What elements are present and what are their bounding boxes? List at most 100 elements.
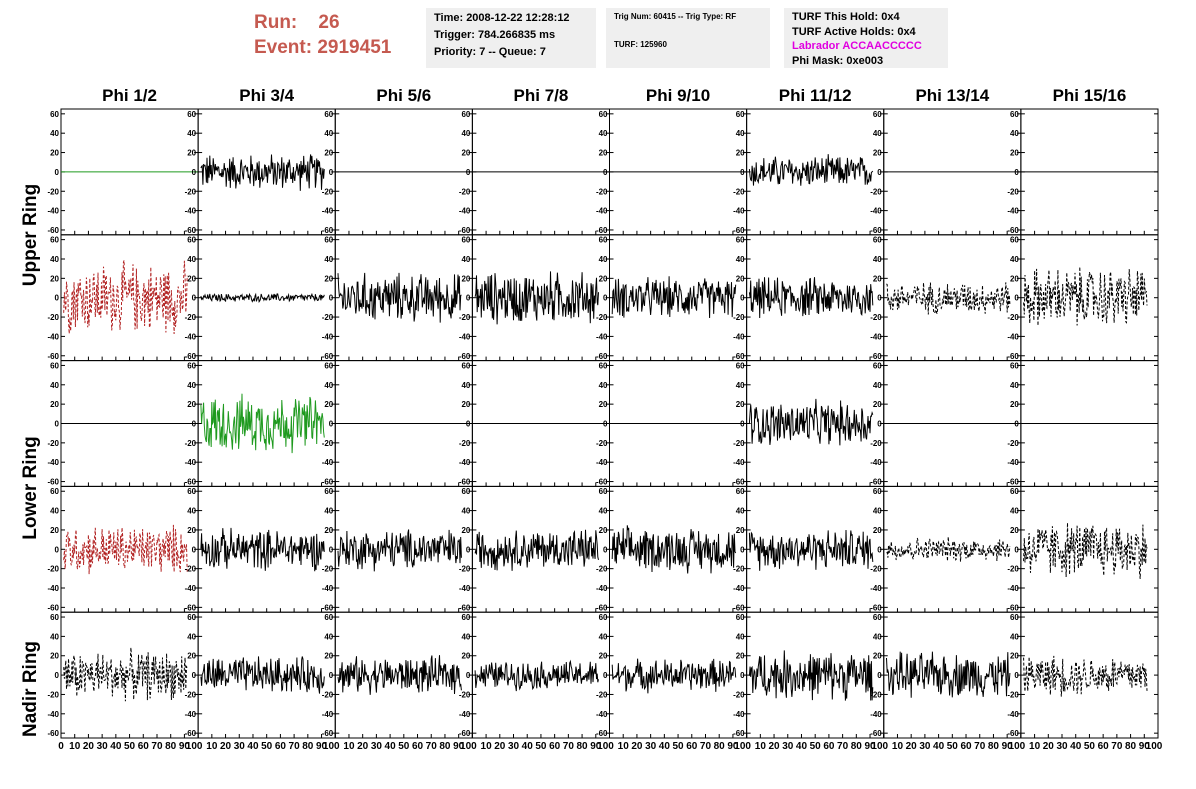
y-tick-label: 60 — [1010, 613, 1019, 622]
y-tick-label: 20 — [187, 652, 196, 661]
y-tick-label: -40 — [459, 332, 471, 341]
y-tick-label: -40 — [596, 710, 608, 719]
y-tick-label: 40 — [873, 507, 882, 516]
x-tick-label: 90 — [179, 741, 191, 752]
y-tick-label: 40 — [599, 255, 608, 264]
y-tick-label: -20 — [185, 690, 197, 699]
waveform-panel-r4-c4: 60 40 20 0 -20 -40 -60 — [459, 485, 610, 613]
waveform-panel-r3-c1: 60 40 20 0 -20 -40 -60 — [47, 360, 199, 487]
y-tick-label: 0 — [329, 294, 334, 303]
y-tick-label: 0 — [55, 545, 60, 554]
x-tick-label: 60 — [275, 741, 287, 752]
y-tick-label: -60 — [596, 226, 608, 235]
y-tick-label: 60 — [187, 487, 196, 496]
waveform-trace — [337, 655, 462, 695]
y-tick-label: 20 — [736, 400, 745, 409]
waveform-trace — [474, 659, 599, 692]
y-tick-label: 60 — [1010, 361, 1019, 370]
y-tick-label: 60 — [736, 361, 745, 370]
x-tick-label: 60 — [1098, 741, 1110, 752]
y-tick-label: -60 — [1007, 478, 1019, 487]
waveform-panel-r4-c1: 60 40 20 0 -20 -40 -60 — [47, 485, 199, 613]
turf-text: TURF: 125960 — [614, 40, 667, 49]
y-tick-label: -60 — [733, 226, 745, 235]
y-tick-label: 0 — [55, 168, 60, 177]
y-tick-label: -40 — [47, 332, 59, 341]
y-tick-label: -60 — [47, 729, 59, 738]
y-tick-label: 40 — [873, 129, 882, 138]
y-tick-label: 20 — [461, 274, 470, 283]
x-tick-label: 80 — [851, 741, 863, 752]
x-tick-label: 50 — [1084, 741, 1096, 752]
y-tick-label: 0 — [1014, 294, 1019, 303]
column-header-7: Phi 13/14 — [915, 86, 990, 105]
y-tick-label: -60 — [733, 478, 745, 487]
y-tick-label: 0 — [192, 420, 197, 429]
y-tick-label: -40 — [733, 584, 745, 593]
y-tick-label: 40 — [736, 507, 745, 516]
y-tick-label: 60 — [187, 361, 196, 370]
y-tick-label: 0 — [877, 294, 882, 303]
x-tick-label: 50 — [535, 741, 547, 752]
y-tick-label: 20 — [324, 400, 333, 409]
y-tick-label: 40 — [50, 129, 59, 138]
y-tick-label: 20 — [461, 149, 470, 158]
y-tick-label: -60 — [596, 352, 608, 361]
y-tick-label: -60 — [733, 603, 745, 612]
x-tick-label: 80 — [988, 741, 1000, 752]
y-tick-label: 40 — [599, 129, 608, 138]
y-tick-label: -40 — [459, 710, 471, 719]
waveform-trace — [748, 398, 874, 446]
run-value: 26 — [318, 12, 340, 33]
y-tick-label: 60 — [50, 236, 59, 245]
y-tick-label: -20 — [459, 565, 471, 574]
y-tick-label: -20 — [596, 690, 608, 699]
y-tick-label: -40 — [870, 584, 882, 593]
turf-active-text: TURF Active Holds: 0x4 — [792, 25, 916, 38]
y-tick-label: 0 — [1014, 168, 1019, 177]
y-tick-label: 0 — [329, 168, 334, 177]
y-tick-label: 20 — [50, 274, 59, 283]
y-tick-label: 60 — [461, 236, 470, 245]
column-header-8: Phi 15/16 — [1052, 86, 1127, 105]
x-tick-label: 10 — [206, 741, 218, 752]
waveform-panel-r3-c8: 60 40 20 0 -20 -40 -60 — [1007, 360, 1159, 487]
x-tick-label: 70 — [837, 741, 849, 752]
y-tick-label: -40 — [733, 458, 745, 467]
y-tick-label: 0 — [55, 420, 60, 429]
y-tick-label: 0 — [466, 420, 471, 429]
waveform-trace — [337, 272, 462, 323]
y-tick-label: 40 — [1010, 507, 1019, 516]
x-tick-label: 90 — [1139, 741, 1151, 752]
x-tick-label: 40 — [247, 741, 259, 752]
waveform-trace — [611, 276, 737, 319]
y-tick-label: -20 — [733, 187, 745, 196]
x-tick-label: 70 — [563, 741, 575, 752]
waveform-panel-r1-c6: 60 40 20 0 -20 -40 -60 — [733, 108, 885, 236]
y-tick-label: 20 — [736, 526, 745, 535]
x-tick-label: 20 — [494, 741, 506, 752]
y-tick-label: -60 — [322, 729, 334, 738]
y-tick-label: 20 — [324, 274, 333, 283]
y-tick-label: -20 — [733, 565, 745, 574]
y-tick-label: -20 — [596, 565, 608, 574]
x-tick-label: 60 — [412, 741, 424, 752]
x-tick-label: 100 — [323, 741, 340, 752]
y-tick-label: 40 — [461, 381, 470, 390]
waveform-panel-r1-c1: 60 40 20 0 -20 -40 -60 — [47, 108, 199, 236]
x-tick-label: 100 — [734, 741, 751, 752]
y-tick-label: -60 — [596, 603, 608, 612]
priority-text: Priority: 7 -- Queue: 7 — [434, 46, 546, 58]
y-tick-label: 40 — [324, 632, 333, 641]
y-tick-label: 40 — [736, 129, 745, 138]
waveform-panel-r4-c5: 60 40 20 0 -20 -40 -60 — [596, 485, 748, 613]
x-tick-label: 10 — [343, 741, 355, 752]
y-tick-label: 0 — [192, 671, 197, 680]
x-tick-label: 30 — [1056, 741, 1068, 752]
waveform-trace — [748, 154, 874, 186]
y-tick-label: 0 — [603, 545, 608, 554]
y-tick-label: 20 — [324, 526, 333, 535]
y-tick-label: 20 — [324, 149, 333, 158]
